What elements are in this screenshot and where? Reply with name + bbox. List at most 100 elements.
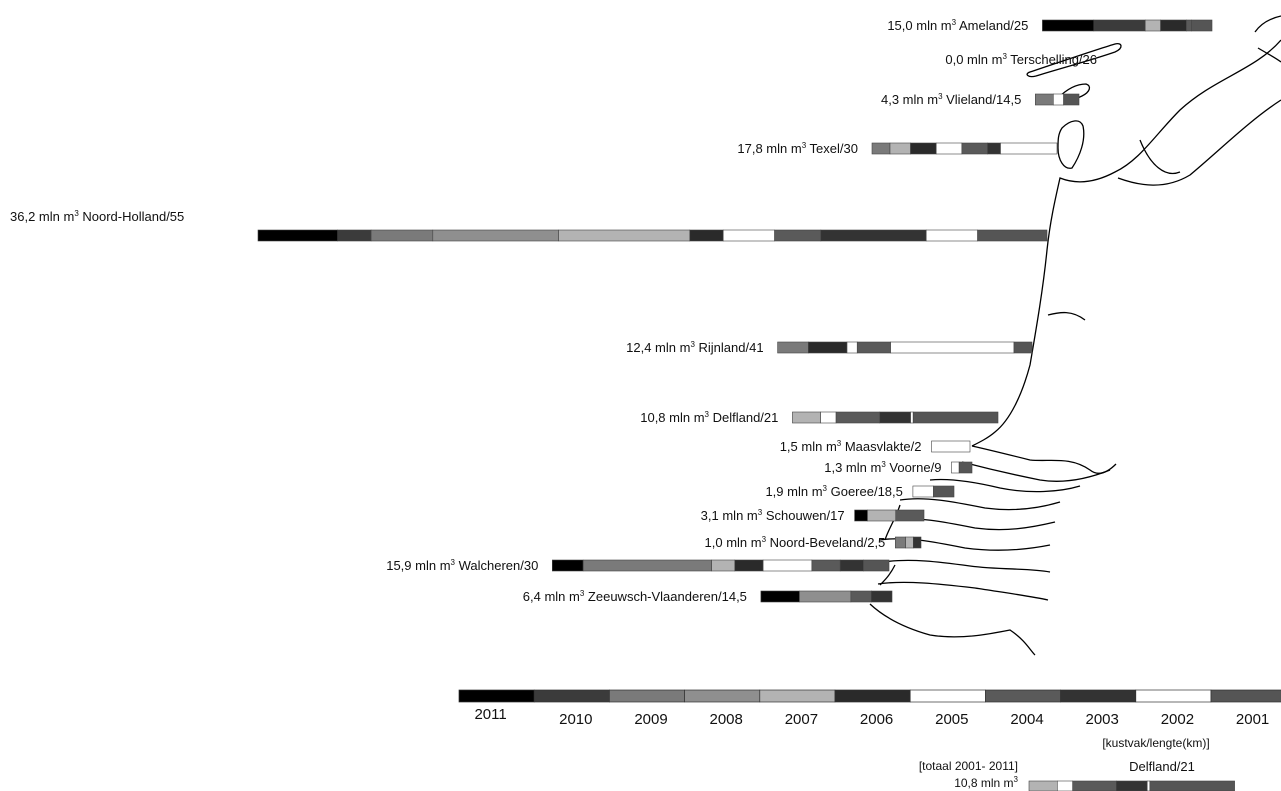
bar-segment-maasvlakte-2-2002 (931, 440, 971, 453)
bar-segment-zeeuwsch-vlaanderen-14-5-2003 (871, 590, 893, 603)
bar-segment-ameland-25-2006 (1160, 19, 1187, 32)
bar-segment-noord-beveland-2-5-2003 (912, 536, 922, 549)
bar-segment-noord-beveland-2-5-2007 (905, 536, 914, 549)
legend-swatch-2008 (684, 689, 761, 703)
key-bar-segment-2003 (1116, 780, 1148, 791)
bar-segment-ameland-25-2010 (1093, 19, 1146, 32)
bar-segment-vlieland-14-5-2002 (1053, 93, 1064, 106)
legend-label-2009: 2009 (634, 711, 667, 728)
bar-segment-rijnland-41-2002 (890, 341, 1015, 354)
key-example-total: 10,8 mln m3 (954, 775, 1018, 790)
bar-segment-vlieland-14-5-2009 (1035, 93, 1054, 106)
bar-segment-delfland-21-2007 (792, 411, 822, 424)
key-label-total: [totaal 2001- 2011] (919, 759, 1018, 773)
bar-segment-goeree-18-5-2002 (912, 485, 934, 498)
legend-swatch-2005 (909, 689, 986, 703)
legend-label-2002: 2002 (1161, 711, 1194, 728)
legend-swatch-2003 (1060, 689, 1137, 703)
bar-segment-noord-holland-55-2005 (722, 229, 775, 242)
bar-segment-walcheren-30-2006 (734, 559, 764, 572)
key-bar-segment-2007 (1028, 780, 1058, 791)
bar-segment-rijnland-41-2006 (808, 341, 848, 354)
section-label-terschelling-26: 0,0 mln m3 Terschelling/26 (945, 52, 1097, 67)
bar-segment-noord-holland-55-2001 (977, 229, 1048, 242)
bar-segment-texel-30-2002 (1000, 142, 1058, 155)
bar-segment-walcheren-30-2009 (582, 559, 713, 572)
legend-swatch-2010 (533, 689, 610, 703)
legend-swatch-2006 (834, 689, 911, 703)
bar-segment-rijnland-41-2001 (1013, 341, 1033, 354)
year-legend: 2011 2010 2009 2008 2007 2006 2005 2004 2003 2002… (458, 689, 1281, 728)
bar-segment-rijnland-41-2009 (777, 341, 809, 354)
legend-label-2007: 2007 (785, 711, 818, 728)
bar-segment-noord-beveland-2-5-2009 (894, 536, 906, 549)
legend-swatch-2011 (458, 689, 535, 703)
bar-segment-texel-30-2007 (889, 142, 911, 155)
key-bar-segment-2004 (1072, 780, 1117, 791)
legend-label-2004: 2004 (1010, 711, 1043, 728)
section-label-noord-beveland-2-5: 1,0 mln m3 Noord-Beveland/2,5 (705, 535, 886, 550)
legend-swatch-2009 (609, 689, 685, 703)
bar-segment-schouwen-17-2004 (895, 509, 925, 522)
bar-segment-goeree-18-5-2001 (933, 485, 955, 498)
bar-segment-walcheren-30-2007 (711, 559, 736, 572)
bar-segment-rijnland-41-2004 (856, 341, 891, 354)
bar-segment-zeeuwsch-vlaanderen-14-5-2008 (799, 590, 852, 603)
bar-segment-voorne-9-2001 (958, 461, 973, 474)
bar-segment-walcheren-30-2001 (862, 559, 890, 572)
bar-segment-delfland-21-2005 (820, 411, 837, 424)
legend-label-2005: 2005 (935, 711, 968, 728)
bar-segment-noord-holland-55-2010 (337, 229, 372, 242)
bar-segment-delfland-21-2001 (912, 411, 999, 424)
bar-segment-noord-holland-55-2008 (432, 229, 559, 242)
section-label-goeree-18-5: 1,9 mln m3 Goeree/18,5 (765, 484, 902, 499)
bar-segment-vlieland-14-5-2001 (1063, 93, 1080, 106)
bar-segment-texel-30-2006 (910, 142, 937, 155)
section-label-noord-holland-55: 36,2 mln m3 Noord-Holland/55 (10, 209, 184, 224)
section-label-zeeuwsch-vlaanderen-14-5: 6,4 mln m3 Zeeuwsch-Vlaanderen/14,5 (523, 589, 747, 604)
bar-segment-delfland-21-2002 (910, 411, 914, 424)
coastline-map (869, 15, 1281, 656)
key-label-section-length: [kustvak/lengte(km)] (1102, 736, 1209, 750)
bar-segment-zeeuwsch-vlaanderen-14-5-2004 (850, 590, 872, 603)
bar-segment-texel-30-2005 (935, 142, 963, 155)
reading-key: [kustvak/lengte(km)] [totaal 2001- 2011] D… (919, 736, 1235, 791)
bar-segment-delfland-21-2004 (835, 411, 881, 424)
section-label-ameland-25: 15,0 mln m3 Ameland/25 (887, 18, 1028, 33)
bar-segment-noord-holland-55-2003 (820, 229, 927, 242)
legend-swatch-2002 (1135, 689, 1212, 703)
section-label-schouwen-17: 3,1 mln m3 Schouwen/17 (701, 508, 845, 523)
section-label-walcheren-30: 15,9 mln m3 Walcheren/30 (386, 558, 538, 573)
bar-segment-texel-30-2009 (871, 142, 891, 155)
bar-segment-schouwen-17-2007 (867, 509, 897, 522)
bar-segment-noord-holland-55-2007 (558, 229, 691, 242)
section-label-vlieland-14-5: 4,3 mln m3 Vlieland/14,5 (881, 92, 1021, 107)
legend-label-2001: 2001 (1236, 711, 1269, 728)
legend-swatch-2007 (759, 689, 836, 703)
section-label-rijnland-41: 12,4 mln m3 Rijnland/41 (626, 340, 763, 355)
key-bar-segment-2001 (1149, 780, 1235, 791)
bar-segment-rijnland-41-2005 (846, 341, 858, 354)
legend-label-2010: 2010 (559, 711, 592, 728)
bar-segment-delfland-21-2003 (879, 411, 911, 424)
bar-segment-walcheren-30-2005 (762, 559, 813, 572)
key-example-name: Delfland/21 (1129, 759, 1195, 774)
section-label-delfland-21: 10,8 mln m3 Delfland/21 (640, 410, 778, 425)
key-bar-segment-2005 (1057, 780, 1074, 791)
section-labels: 15,0 mln m3 Ameland/25 0,0 mln m3 Tersche… (10, 18, 1097, 604)
bar-segment-texel-30-2004 (961, 142, 988, 155)
legend-label-2003: 2003 (1086, 711, 1119, 728)
bar-segment-noord-holland-55-2006 (689, 229, 724, 242)
bar-segment-noord-holland-55-2011 (257, 229, 338, 242)
bar-segment-voorne-9-2005 (951, 461, 960, 474)
legend-label-2011: 2011 (474, 706, 506, 723)
key-bar-segment-2002 (1146, 780, 1151, 791)
bar-segment-texel-30-2003 (987, 142, 1001, 155)
bar-segment-walcheren-30-2004 (811, 559, 841, 572)
section-label-texel-30: 17,8 mln m3 Texel/30 (737, 141, 858, 156)
bar-segment-noord-holland-55-2004 (774, 229, 822, 242)
bar-segment-walcheren-30-2011 (551, 559, 584, 572)
bar-segment-schouwen-17-2011 (854, 509, 868, 522)
bar-segment-noord-holland-55-2002 (925, 229, 978, 242)
